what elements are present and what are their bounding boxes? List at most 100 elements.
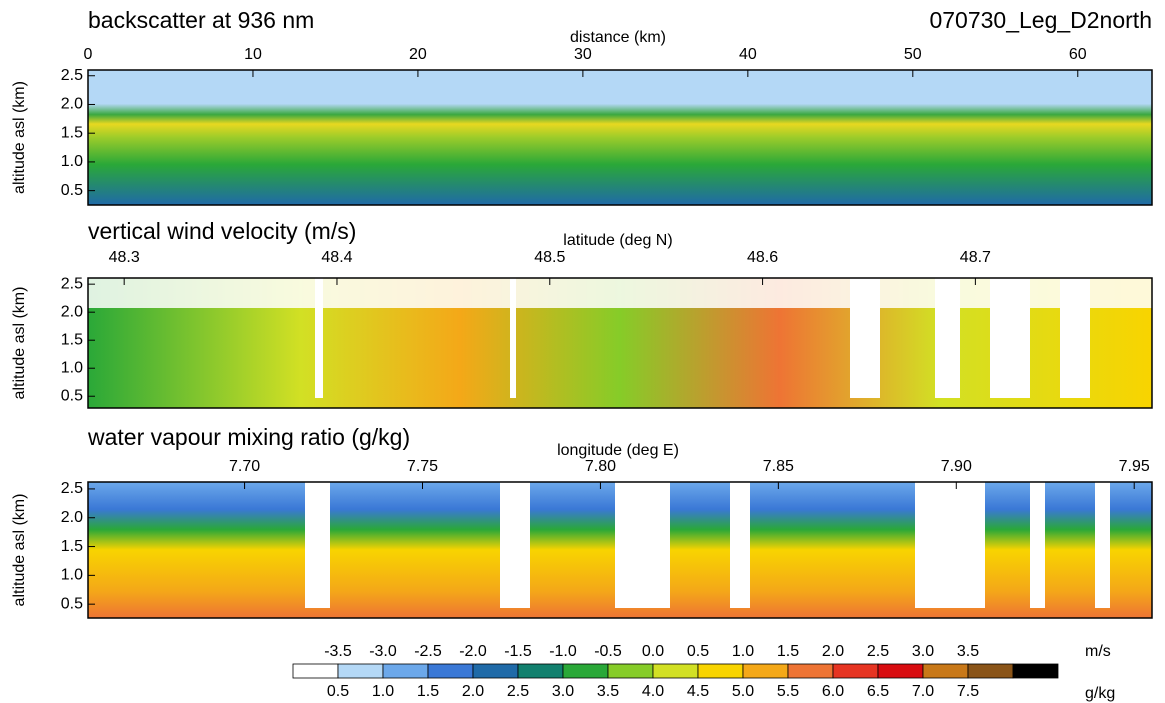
colorbar-bottom-unit: g/kg [1085, 685, 1115, 702]
colorbar-top-label: -3.5 [324, 643, 352, 660]
x-tick-label: 7.85 [763, 458, 794, 475]
x-axis-label: longitude (deg E) [557, 442, 679, 459]
x-tick-label: 48.6 [747, 249, 778, 266]
plot-frame [87, 481, 1153, 619]
y-tick-label: 2.5 [61, 67, 83, 84]
colorbar-bottom-label: 3.0 [552, 683, 574, 700]
colorbar-top-label: 3.5 [957, 643, 979, 660]
x-tick-label: 7.95 [1119, 458, 1150, 475]
panel-title: water vapour mixing ratio (g/kg) [87, 424, 410, 450]
x-tick-label: 7.80 [585, 458, 616, 475]
colorbar-box [697, 663, 744, 679]
colorbar-box [427, 663, 474, 679]
y-tick-label: 0.5 [61, 595, 83, 612]
colorbar-top-label: 1.0 [732, 643, 754, 660]
data-gap [88, 278, 1152, 308]
panel-title: vertical wind velocity (m/s) [88, 218, 356, 244]
colorbar-bottom-label: 2.0 [462, 683, 484, 700]
data-gap [915, 482, 985, 608]
colorbar-box [607, 663, 654, 679]
colorbar-bottom-label: 7.0 [912, 683, 934, 700]
colorbar-top-label: -1.5 [504, 643, 532, 660]
colorbar-bottom-label: 6.5 [867, 683, 889, 700]
y-tick-label: 2.5 [61, 275, 83, 292]
data-gap [1030, 482, 1045, 608]
run-label: 070730_Leg_D2north [929, 7, 1152, 33]
colorbar-top-label: -3.0 [369, 643, 397, 660]
colorbar-bottom-label: 3.5 [597, 683, 619, 700]
data-gap [1095, 482, 1110, 608]
colorbar-top-label: 1.5 [777, 643, 799, 660]
colorbar-box [562, 663, 609, 679]
colorbar-box [967, 663, 1014, 679]
colorbar-top-label: 2.0 [822, 643, 844, 660]
x-tick-label: 10 [244, 46, 262, 63]
colorbar-top-label: 0.0 [642, 643, 664, 660]
colorbar-top-label: 0.5 [687, 643, 709, 660]
x-tick-label: 40 [739, 46, 757, 63]
x-tick-label: 50 [904, 46, 922, 63]
data-gap [510, 278, 516, 398]
x-tick-label: 48.4 [321, 249, 352, 266]
colorbar-box [877, 663, 924, 679]
colorbar-top-label: 3.0 [912, 643, 934, 660]
colorbar-box [742, 663, 789, 679]
colorbar-box [292, 663, 339, 679]
y-axis-label: altitude asl (km) [11, 494, 28, 607]
data-gap [305, 482, 330, 608]
x-tick-label: 60 [1069, 46, 1087, 63]
colorbar-bottom-label: 0.5 [327, 683, 349, 700]
y-tick-label: 0.5 [61, 182, 83, 199]
colorbar-box [382, 663, 429, 679]
x-tick-label: 7.70 [229, 458, 260, 475]
y-tick-label: 2.0 [61, 509, 83, 526]
colorbar-top-label: -1.0 [549, 643, 577, 660]
x-axis-label: distance (km) [570, 29, 666, 46]
colorbar-box [787, 663, 834, 679]
colorbar-top-label: -2.0 [459, 643, 487, 660]
x-tick-label: 7.75 [407, 458, 438, 475]
plot-frame [87, 69, 1153, 206]
plot-frame [87, 277, 1153, 409]
colorbar-box [517, 663, 564, 679]
y-tick-label: 2.5 [61, 480, 83, 497]
y-tick-label: 1.5 [61, 124, 83, 141]
y-tick-label: 1.0 [61, 567, 83, 584]
colorbar-bottom-label: 4.0 [642, 683, 664, 700]
colorbar-box [922, 663, 969, 679]
x-tick-label: 48.5 [534, 249, 565, 266]
colorbar-top-label: -2.5 [414, 643, 442, 660]
data-gap [615, 482, 670, 608]
x-tick-label: 7.90 [941, 458, 972, 475]
y-tick-label: 1.0 [61, 153, 83, 170]
colorbar-top-label: -0.5 [594, 643, 622, 660]
colorbar-box [652, 663, 699, 679]
x-tick-label: 0 [84, 46, 93, 63]
y-tick-label: 1.5 [61, 331, 83, 348]
x-tick-label: 48.7 [960, 249, 991, 266]
y-axis-label: altitude asl (km) [11, 81, 28, 194]
y-tick-label: 1.5 [61, 538, 83, 555]
data-gap [730, 482, 750, 608]
y-tick-label: 0.5 [61, 387, 83, 404]
colorbar-box [472, 663, 519, 679]
y-tick-label: 1.0 [61, 359, 83, 376]
x-tick-label: 48.3 [109, 249, 140, 266]
colorbar-bottom-label: 1.5 [417, 683, 439, 700]
colorbar-box [1012, 663, 1059, 679]
y-tick-label: 2.0 [61, 303, 83, 320]
x-tick-label: 30 [574, 46, 592, 63]
y-tick-label: 2.0 [61, 96, 83, 113]
colorbar-box [337, 663, 384, 679]
colorbar-bottom-label: 1.0 [372, 683, 394, 700]
colorbar-top-unit: m/s [1085, 643, 1111, 660]
x-axis-label: latitude (deg N) [563, 232, 672, 249]
colorbar-bottom-label: 6.0 [822, 683, 844, 700]
y-axis-label: altitude asl (km) [11, 287, 28, 400]
panel-title: backscatter at 936 nm [88, 7, 314, 33]
x-tick-label: 20 [409, 46, 427, 63]
colorbar-top-label: 2.5 [867, 643, 889, 660]
colorbar-bottom-label: 4.5 [687, 683, 709, 700]
colorbar-bottom-label: 5.0 [732, 683, 754, 700]
